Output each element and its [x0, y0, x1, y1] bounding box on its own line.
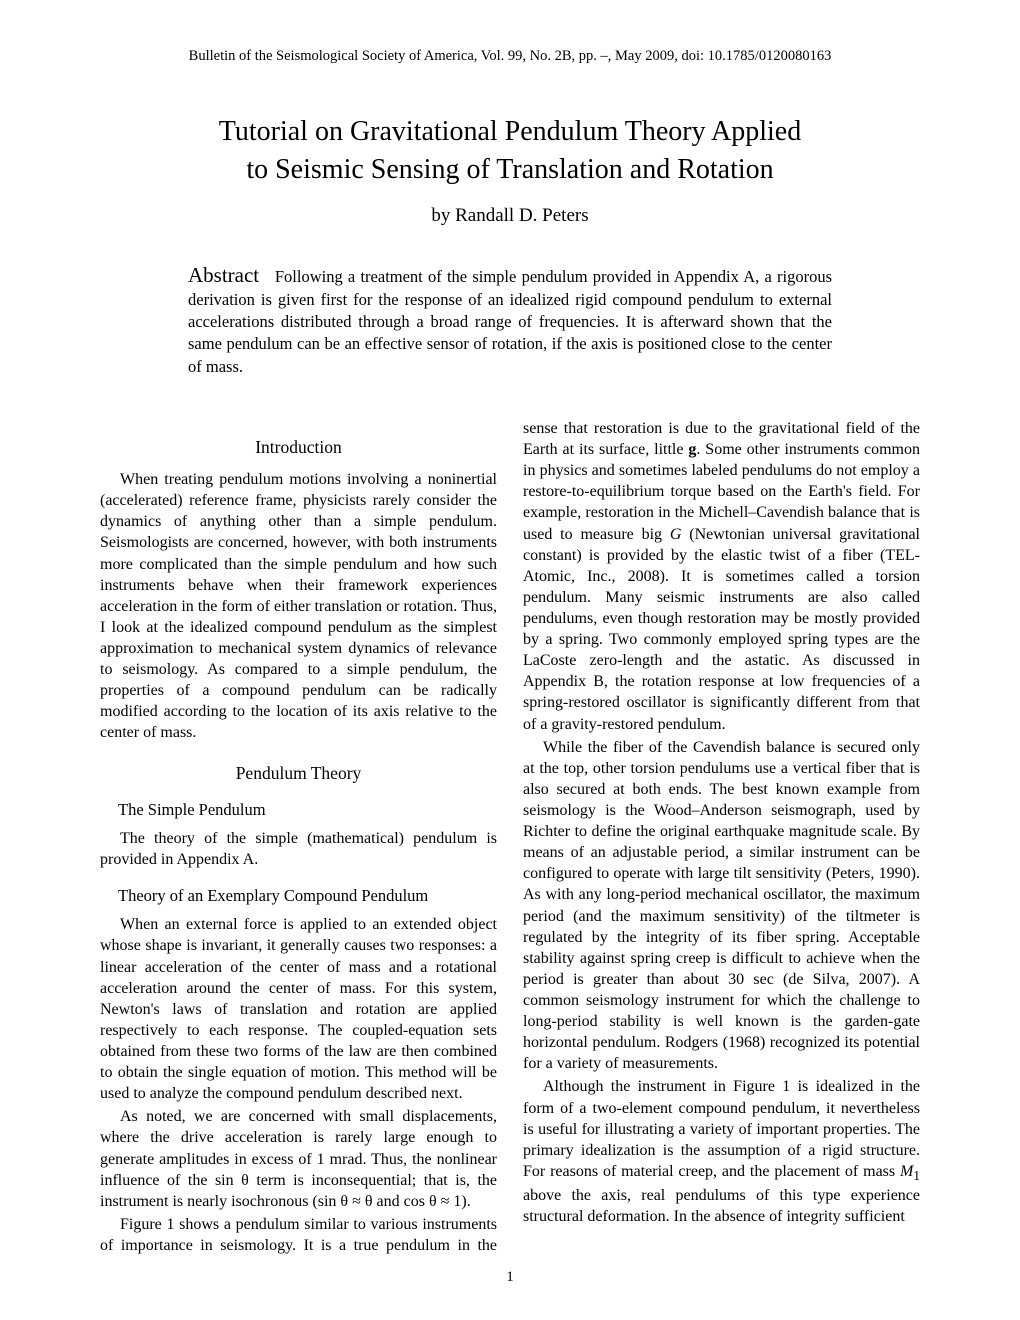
- compound-paragraph-1: When an external force is applied to an …: [100, 914, 497, 1104]
- subsection-heading-compound: Theory of an Exemplary Compound Pendulum: [100, 885, 497, 907]
- compound-paragraph-5: Although the instrument in Figure 1 is i…: [523, 1076, 920, 1226]
- abstract-block: Abstract Following a treatment of the si…: [188, 261, 832, 378]
- compound-p5a: Although the instrument in Figure 1 is i…: [523, 1078, 920, 1179]
- simple-paragraph-1: The theory of the simple (mathematical) …: [100, 828, 497, 870]
- section-heading-introduction: Introduction: [100, 436, 497, 459]
- abstract-text: Following a treatment of the simple pend…: [188, 267, 832, 376]
- body-columns: Introduction When treating pendulum moti…: [100, 418, 920, 1256]
- title-line-2: to Seismic Sensing of Translation and Ro…: [246, 154, 773, 185]
- intro-paragraph-1: When treating pendulum motions involving…: [100, 469, 497, 743]
- section-heading-pendulum-theory: Pendulum Theory: [100, 762, 497, 785]
- article-title: Tutorial on Gravitational Pendulum Theor…: [100, 113, 920, 189]
- mass-m1-subscript: 1: [913, 1168, 920, 1183]
- subsection-heading-simple: The Simple Pendulum: [100, 799, 497, 821]
- author-line: by Randall D. Peters: [100, 205, 920, 227]
- compound-paragraph-4: While the fiber of the Cavendish balance…: [523, 737, 920, 1075]
- compound-p5b: above the axis, real pendulums of this t…: [523, 1187, 920, 1225]
- compound-p3a: Figure 1 shows a pendulum similar to var…: [100, 1216, 497, 1254]
- title-line-1: Tutorial on Gravitational Pendulum Theor…: [219, 116, 802, 147]
- big-g-italic: G: [670, 526, 682, 543]
- abstract-label: Abstract: [188, 263, 259, 287]
- journal-header: Bulletin of the Seismological Society of…: [100, 48, 920, 65]
- page-container: Bulletin of the Seismological Society of…: [0, 0, 1020, 1316]
- page-number: 1: [0, 1269, 1020, 1286]
- compound-p3d: (Newtonian universal gravitational const…: [523, 526, 920, 733]
- mass-m1-var: M: [900, 1163, 913, 1180]
- compound-paragraph-2: As noted, we are concerned with small di…: [100, 1106, 497, 1212]
